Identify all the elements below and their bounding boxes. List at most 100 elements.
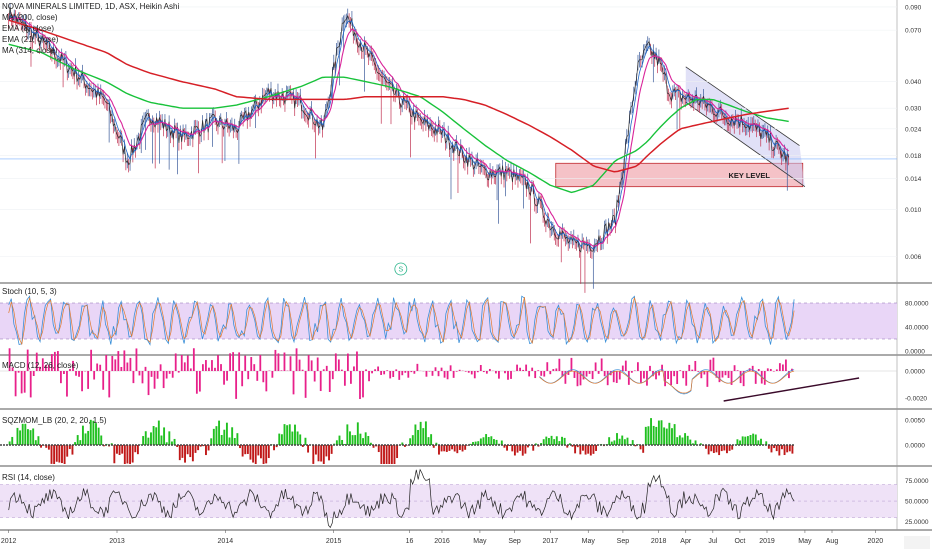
price-tick-label: 0.030 [905, 106, 922, 113]
macd-bar [232, 352, 234, 371]
sqz-bar [456, 445, 458, 453]
sqz-bar [339, 436, 341, 445]
sqz-bar [179, 445, 181, 460]
macd-bar [148, 371, 150, 395]
price-tick-label: 0.024 [905, 126, 922, 133]
sqz-bar [750, 435, 752, 445]
macd-bar [486, 371, 488, 374]
sqz-bar [189, 445, 191, 457]
macd-bar [673, 371, 675, 376]
macd-bar [187, 356, 189, 371]
sqz-bar [394, 445, 396, 464]
sqz-bar [676, 437, 678, 445]
macd-bar [607, 371, 609, 385]
sqz-bar [27, 429, 29, 445]
macd-bar [133, 371, 135, 383]
sqz-bar [545, 437, 547, 445]
sqz-bar [619, 439, 621, 445]
macd-bar [226, 371, 228, 381]
sqz-bar [655, 427, 657, 445]
sqz-bar [357, 422, 359, 445]
macd-bar [649, 366, 651, 371]
sqz-bar [229, 437, 231, 445]
sqz-bar [58, 445, 60, 463]
macd-bar [534, 371, 536, 378]
macd-bar [631, 371, 633, 373]
macd-bar [111, 356, 113, 371]
sqz-bar [647, 426, 649, 445]
macd-bar [685, 371, 687, 386]
sqz-bar [129, 445, 131, 464]
macd-bar [160, 364, 162, 371]
sqz-bar [391, 445, 393, 464]
sqz-bar [215, 426, 217, 445]
sqz-bar [742, 436, 744, 445]
sqz-bar [642, 445, 644, 453]
sqz-bar [168, 431, 170, 445]
sqz-bar [192, 445, 194, 461]
time-tick-label: 2020 [868, 538, 884, 545]
macd-bar [296, 348, 298, 371]
macd-tick-label: 0.0000 [905, 369, 925, 376]
sqz-bar [30, 430, 32, 445]
sqz-bar [265, 445, 267, 463]
sqz-bar [388, 445, 390, 464]
macd-bar [247, 371, 249, 379]
stoch-band [0, 303, 897, 339]
stoch-tick-label: 80.0000 [905, 301, 929, 308]
macd-bar [314, 371, 316, 382]
sqz-bar [396, 445, 398, 458]
macd-bar [522, 370, 524, 371]
rsi-tick-label: 75.0000 [905, 478, 929, 485]
sqz-bar [226, 423, 228, 445]
sqz-bar [514, 445, 516, 455]
sqz-bar [315, 445, 317, 455]
macd-bar [498, 371, 500, 379]
macd-bar [332, 371, 334, 379]
macd-bar [468, 371, 470, 373]
sqz-bar [24, 424, 26, 445]
study-ma314-label: MA (314, close) [2, 46, 58, 56]
sqz-bar [349, 431, 351, 445]
macd-bar [163, 371, 165, 388]
sqz-bar [142, 436, 144, 445]
macd-bar [764, 371, 766, 385]
macd-bar [139, 371, 141, 375]
sqz-bar [386, 445, 388, 464]
macd-bar [713, 358, 715, 371]
macd-bar [136, 348, 138, 371]
macd-bar [290, 356, 292, 371]
macd-bar [453, 371, 455, 378]
ema8-line [9, 16, 789, 249]
sqz-bar [362, 438, 364, 445]
sqz-bar [441, 445, 443, 451]
macd-bar [595, 362, 597, 371]
macd-bar [549, 371, 551, 374]
macd-bar [706, 371, 708, 387]
sqz-bar [414, 424, 416, 445]
stoch-tick-label: 40.0000 [905, 325, 929, 332]
macd-bar [178, 371, 180, 373]
sqz-bar [252, 445, 254, 463]
sqz-bar [511, 445, 513, 451]
macd-bar [543, 371, 545, 377]
macd-bar [555, 368, 557, 371]
sqz-bar [752, 434, 754, 445]
macd-bar [413, 371, 415, 374]
sqz-bar [422, 428, 424, 445]
macd-bar [130, 358, 132, 371]
sqz-bar [564, 438, 566, 445]
sqz-bar [553, 439, 555, 445]
macd-bar [154, 371, 156, 389]
macd-bar [256, 371, 258, 381]
sqz-bar [666, 429, 668, 445]
time-tick-label: May [473, 538, 487, 545]
stoch-title: Stoch (10, 5, 3) [2, 287, 57, 297]
macd-bar [531, 368, 533, 371]
sqz-bar [95, 423, 97, 445]
sqz-bar [359, 434, 361, 445]
macd-bar [15, 371, 17, 396]
sqz-bar [543, 439, 545, 445]
